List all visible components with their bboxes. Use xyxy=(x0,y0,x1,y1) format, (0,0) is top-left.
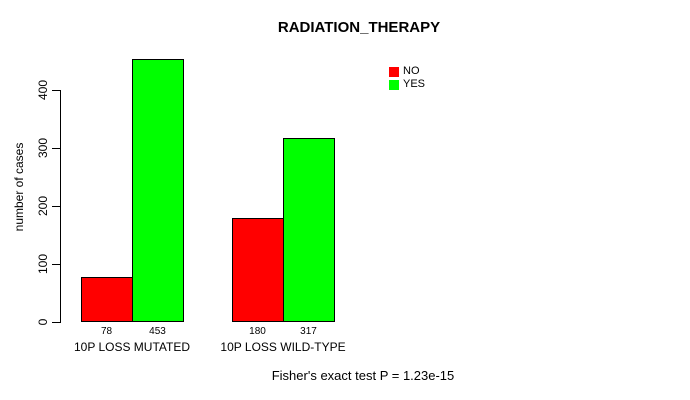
bar-value-label: 180 xyxy=(249,326,266,337)
y-tick xyxy=(52,206,60,207)
legend-item: YES xyxy=(389,78,425,91)
y-tick-label: 200 xyxy=(36,195,50,217)
bar-value-label: 317 xyxy=(300,326,317,337)
y-tick xyxy=(52,264,60,265)
y-tick xyxy=(52,322,60,323)
y-tick xyxy=(52,148,60,149)
bar-yes-group2 xyxy=(283,138,335,322)
y-tick-label: 100 xyxy=(36,253,50,275)
bar-no-group2 xyxy=(232,218,284,322)
category-label: 10P LOSS MUTATED xyxy=(73,340,191,354)
legend: NO YES xyxy=(389,65,425,91)
y-tick-label: 0 xyxy=(36,318,50,326)
y-tick-label: 400 xyxy=(36,79,50,101)
bar-yes-group1 xyxy=(132,59,184,322)
legend-label: YES xyxy=(403,78,426,90)
legend-swatch-yes xyxy=(389,79,399,90)
bar-no-group1 xyxy=(81,277,133,322)
legend-label: NO xyxy=(403,65,420,77)
y-axis-title: number of cases xyxy=(12,142,26,232)
bar-value-label: 78 xyxy=(100,326,113,337)
chart-title: RADIATION_THERAPY xyxy=(277,19,441,36)
stat-annotation: Fisher's exact test P = 1.23e-15 xyxy=(271,368,455,383)
category-label: 10P LOSS WILD-TYPE xyxy=(220,340,346,354)
legend-item: NO xyxy=(389,65,425,78)
y-tick xyxy=(52,90,60,91)
legend-swatch-no xyxy=(389,66,399,77)
y-tick-label: 300 xyxy=(36,137,50,159)
bar-value-label: 453 xyxy=(149,326,166,337)
y-axis-line xyxy=(60,90,61,323)
